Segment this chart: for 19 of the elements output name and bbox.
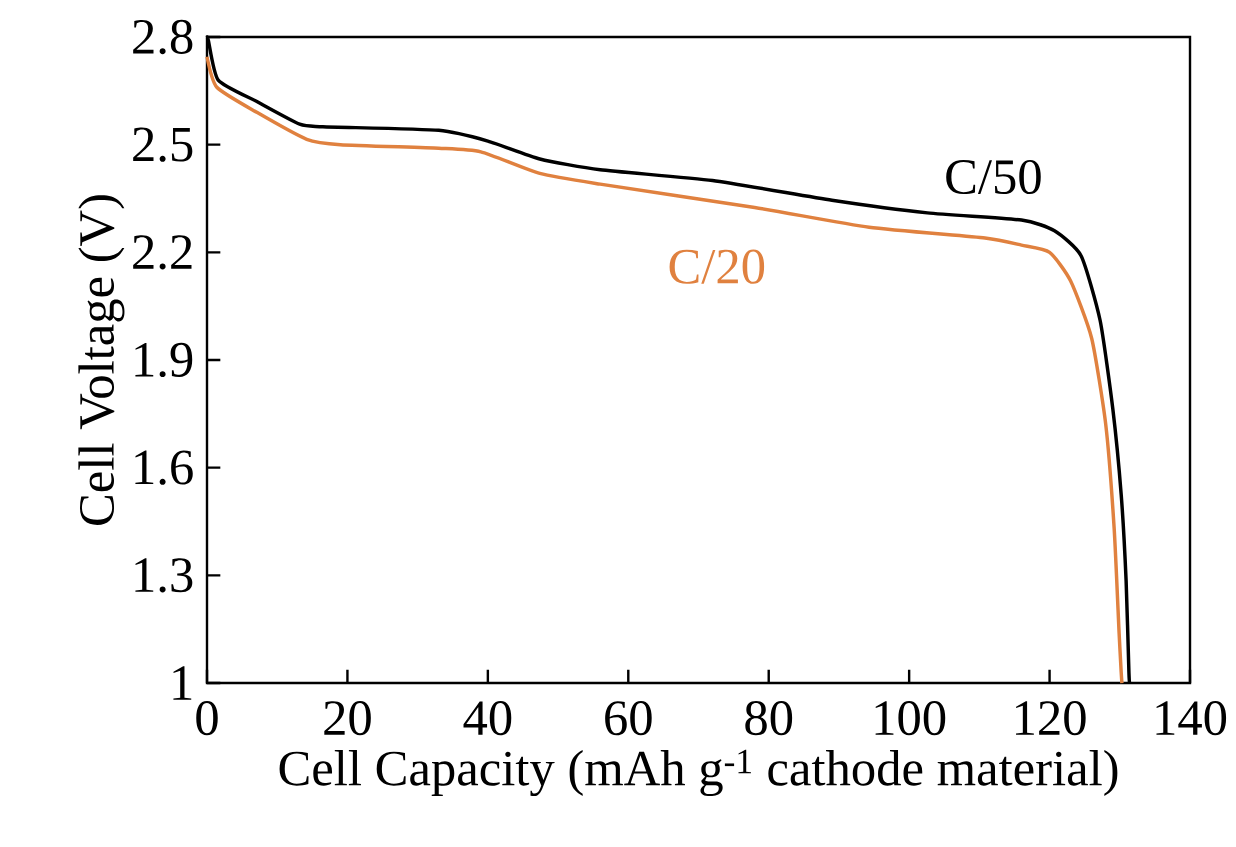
- x-tick-label: 140: [1156, 701, 1227, 736]
- y-tick-label: 1.6: [135, 450, 193, 485]
- y-tick-label: 2.8: [133, 19, 193, 55]
- y-axis-title: Cell Voltage (V): [78, 195, 125, 525]
- x-axis-title: Cell Capacity (mAh g$^{-1}$ cathode material): [279, 749, 1118, 797]
- series-label: C/50: [946, 159, 1041, 195]
- x-tick-label: 100: [875, 701, 946, 736]
- x-tick-label: 0: [196, 701, 218, 736]
- x-tick-label: 40: [463, 701, 512, 736]
- series-label: C/20: [669, 249, 765, 284]
- y-tick-label: 2.5: [133, 127, 193, 162]
- y-tick-label: 2.2: [133, 235, 192, 270]
- x-tick-label: 80: [745, 701, 793, 736]
- y-tick-label: 1: [173, 666, 192, 700]
- y-tick-label: 1.3: [135, 558, 193, 593]
- y-tick-label: 1.9: [135, 342, 193, 378]
- x-tick-label: 120: [1016, 701, 1086, 736]
- x-tick-label: 20: [324, 701, 371, 736]
- x-tick-label: 60: [605, 701, 652, 736]
